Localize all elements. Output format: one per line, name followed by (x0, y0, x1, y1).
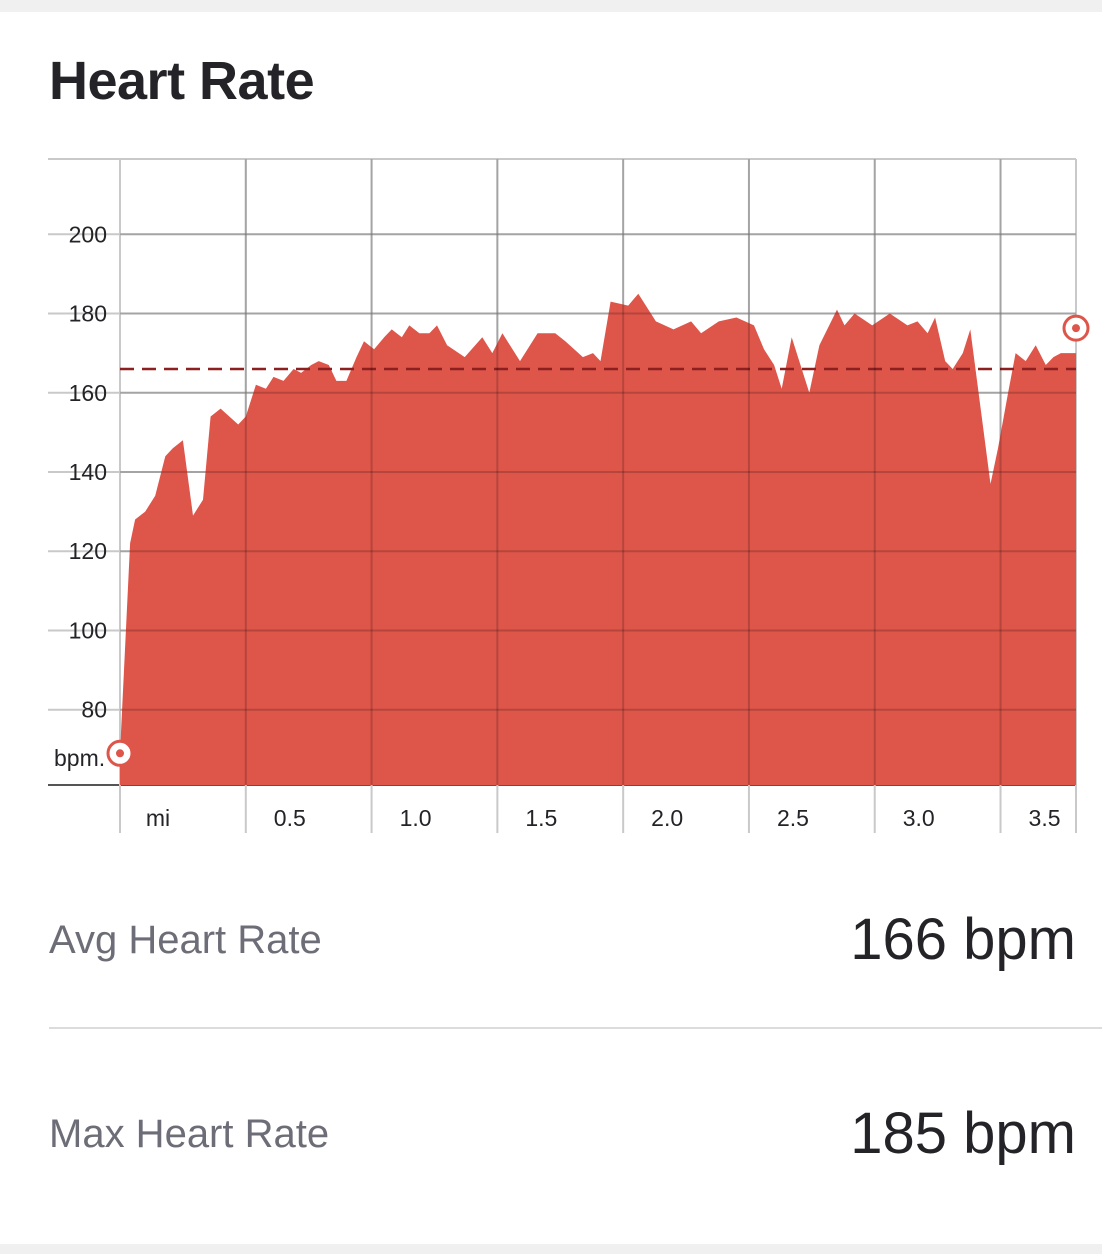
y-tick-label: 160 (69, 380, 107, 406)
x-tick-label: 1.5 (525, 805, 557, 831)
x-tick-label: 3.0 (903, 805, 935, 831)
divider (49, 1027, 1102, 1029)
avg-heart-rate-label: Avg Heart Rate (49, 918, 322, 962)
heart-rate-chart[interactable]: 200 180 160 140 120 100 80 0.5 1.0 1.5 2.0 2.5 3.0 3.… (0, 145, 1102, 845)
x-tick-label: 2.0 (651, 805, 683, 831)
y-tick-label: 180 (69, 301, 107, 327)
y-tick-label: 200 (69, 221, 107, 247)
y-tick-label: 140 (69, 459, 107, 485)
end-marker-dot (1072, 324, 1080, 333)
y-axis-unit-label: bpm. (54, 745, 105, 771)
y-tick-label: 120 (69, 538, 107, 564)
heart-rate-area (120, 293, 1076, 785)
avg-heart-rate-value: 166 bpm (850, 907, 1076, 972)
x-tick-label: 0.5 (274, 805, 306, 831)
max-heart-rate-label: Max Heart Rate (49, 1112, 330, 1156)
max-heart-rate-row: Max Heart Rate 185 bpm (49, 1090, 1076, 1180)
chart-ticks: 200 180 160 140 120 100 80 0.5 1.0 1.5 2.0 2.5 3.0 3.… (54, 221, 1061, 831)
chart-areas (120, 159, 1076, 785)
x-axis-unit-label: mi (146, 805, 170, 831)
y-tick-label: 100 (69, 617, 107, 643)
page-title: Heart Rate (49, 51, 315, 111)
x-tick-label: 2.5 (777, 805, 809, 831)
chart-markers (106, 314, 1090, 767)
x-tick-label: 3.5 (1029, 805, 1061, 831)
start-marker-dot (116, 749, 124, 758)
y-tick-label: 80 (81, 697, 107, 723)
max-heart-rate-value: 185 bpm (850, 1101, 1076, 1166)
x-tick-label: 1.0 (400, 805, 432, 831)
avg-heart-rate-row: Avg Heart Rate 166 bpm (49, 896, 1076, 986)
